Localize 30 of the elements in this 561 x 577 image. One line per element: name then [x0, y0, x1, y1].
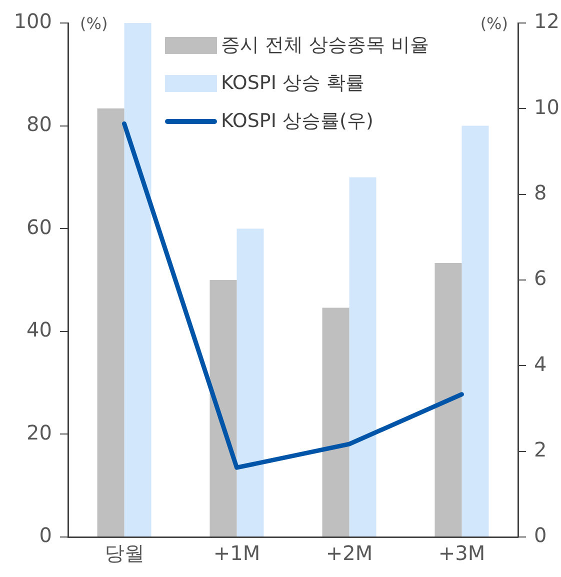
- y-axis-title: (%): [80, 14, 108, 34]
- y2-tick-label: 2: [534, 438, 547, 462]
- legend-label: 증시 전체 상승종목 비율: [221, 33, 430, 58]
- y2-axis-title: (%): [480, 14, 508, 34]
- legend-label: KOSPI 상승 확률: [221, 71, 365, 96]
- y-tick-label: 60: [26, 214, 52, 239]
- y2-tick-label: 6: [534, 266, 547, 290]
- y2-tick-label: 12: [534, 9, 560, 34]
- bar: [434, 263, 462, 536]
- y2-tick-label: 8: [534, 180, 547, 205]
- y-tick-label: 40: [26, 318, 52, 342]
- legend-label: KOSPI 상승률(우): [221, 109, 374, 134]
- x-tick-label: +3M: [438, 541, 486, 566]
- bar: [322, 308, 350, 536]
- bar: [210, 280, 237, 536]
- y2-tick-label: 4: [534, 352, 547, 376]
- bar: [349, 177, 376, 536]
- bar: [236, 228, 264, 536]
- y-tick-label: 20: [26, 420, 52, 444]
- y2-tick-label: 0: [534, 523, 547, 548]
- y-tick-label: 100: [14, 9, 52, 34]
- x-tick-label: +2M: [326, 541, 373, 566]
- y-tick-label: 0: [39, 523, 52, 548]
- bar: [124, 23, 152, 536]
- x-tick-label: +1M: [213, 541, 260, 566]
- x-tick-label: 당월: [104, 541, 144, 566]
- y-tick-label: 80: [26, 112, 52, 136]
- bar: [97, 108, 124, 536]
- bar: [462, 126, 489, 536]
- y2-tick-label: 10: [534, 94, 560, 119]
